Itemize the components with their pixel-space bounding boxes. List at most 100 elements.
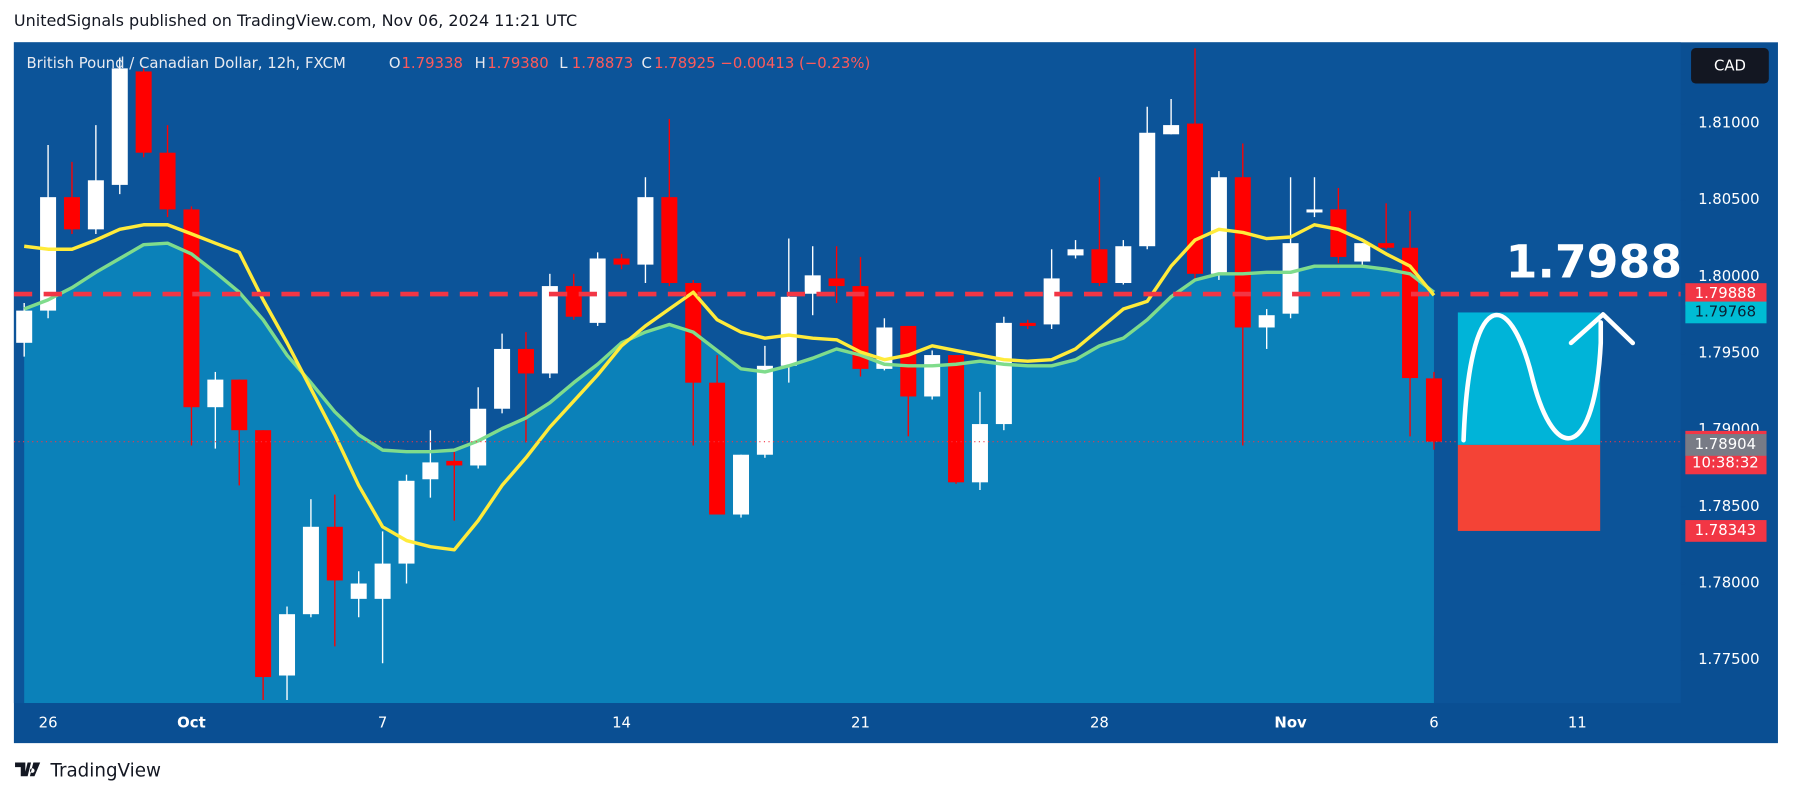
x-tick-label: 11	[1568, 714, 1587, 732]
candle-body	[1091, 249, 1108, 284]
symbol-legend: British Pound / Canadian Dollar, 12h, FX…	[26, 54, 870, 72]
ohlc-key: C	[642, 54, 652, 72]
annotation-text: 1.7988	[1506, 236, 1682, 289]
candle-body	[207, 379, 224, 408]
y-tick-label: 1.78000	[1698, 574, 1759, 592]
candle-body	[494, 348, 511, 409]
ohlc-key: H	[475, 54, 486, 72]
overlay: 1.7988 26 Oct 7 14 21 28 Nov 6 11 1.81000 1.80500 1.…	[39, 114, 1767, 732]
candle-body	[1067, 249, 1084, 256]
candle-body	[1378, 243, 1395, 248]
ohlc-value: 1.78873	[572, 54, 633, 72]
candle-body	[900, 325, 917, 397]
candle-body	[1425, 378, 1442, 442]
price-label-box	[1685, 283, 1767, 305]
candle-body	[1043, 278, 1060, 325]
plot-area	[13, 48, 1681, 704]
candle-body	[780, 296, 797, 366]
candle-body	[231, 379, 248, 431]
x-tick-label: 21	[851, 714, 870, 732]
logo-mark	[15, 762, 41, 777]
y-tick-label: 1.79500	[1698, 344, 1759, 362]
candle-body	[637, 197, 654, 265]
x-tick-label: 7	[378, 714, 387, 732]
countdown-label: 10:38:32	[1692, 453, 1759, 471]
candle-body	[63, 197, 80, 230]
candle-body	[517, 348, 534, 374]
candle-body	[804, 275, 821, 294]
candle-body	[613, 258, 630, 265]
position-profit	[1457, 312, 1601, 445]
price-label: 1.79888	[1695, 284, 1756, 302]
candle-body	[1210, 177, 1227, 274]
price-label: 1.78904	[1695, 435, 1756, 453]
price-label-box	[1685, 301, 1767, 324]
candle-body	[302, 526, 319, 615]
y-tick-label: 1.78500	[1698, 497, 1759, 515]
ohlc-value: 1.78925	[654, 54, 715, 72]
candle-body	[661, 197, 678, 284]
candle-body	[87, 180, 104, 230]
candle-body	[255, 430, 272, 678]
candle-body	[326, 526, 343, 581]
candle-body	[1139, 132, 1156, 247]
x-tick-label: 6	[1429, 714, 1438, 732]
x-tick-label: 14	[612, 714, 631, 732]
y-tick-label: 1.81000	[1698, 114, 1759, 132]
candle-body	[1258, 315, 1275, 328]
candle-body	[1234, 177, 1251, 328]
price-label-box	[1685, 520, 1767, 542]
candle-body	[1282, 243, 1299, 314]
x-tick-label: Oct	[177, 714, 206, 732]
tradingview-logo	[15, 762, 41, 777]
candle-body	[541, 286, 558, 374]
position-loss	[1457, 444, 1601, 531]
candle-body	[709, 382, 726, 515]
candle-body	[40, 197, 57, 311]
brand-name: TradingView	[49, 761, 161, 782]
x-tick-label: Nov	[1274, 714, 1307, 732]
indicator-line	[23, 241, 1435, 454]
candle-body	[971, 424, 988, 483]
x-tick-label: 28	[1090, 714, 1109, 732]
candle-body	[16, 310, 33, 343]
candle-body	[1163, 125, 1180, 135]
candle-body	[995, 322, 1012, 425]
currency-button[interactable]	[1691, 48, 1769, 84]
candle-body	[733, 454, 750, 515]
candle-body	[446, 460, 463, 466]
candle-body	[565, 286, 582, 317]
candle-body	[279, 614, 296, 676]
candle-body	[374, 563, 391, 599]
currency-label[interactable]: CAD	[1714, 56, 1746, 74]
candle-body	[1354, 243, 1371, 262]
candle-body	[589, 258, 606, 323]
price-label: 1.78343	[1695, 521, 1756, 539]
ohlc-value: 1.79380	[487, 54, 548, 72]
candle-body	[1402, 247, 1419, 379]
candle-body	[470, 408, 487, 466]
candle-body	[924, 355, 941, 397]
candle-body	[948, 355, 965, 483]
x-tick-label: 26	[39, 714, 58, 732]
candle-body	[1330, 209, 1347, 257]
price-label-box	[1685, 434, 1767, 456]
change-value: −0.00413 (−0.23%)	[720, 54, 870, 72]
candle-body	[183, 209, 200, 408]
candle-body	[111, 68, 128, 185]
candle-body	[1187, 123, 1204, 274]
candle-body	[756, 365, 773, 455]
symbol-title: British Pound / Canadian Dollar, 12h, FX…	[26, 54, 345, 72]
candle-body	[422, 462, 439, 480]
y-tick-label: 1.77500	[1698, 650, 1759, 668]
y-tick-label: 1.80500	[1698, 190, 1759, 208]
price-label: 1.79768	[1695, 302, 1756, 320]
drawn-arrow	[1461, 312, 1636, 443]
publish-header: UnitedSignals published on TradingView.c…	[14, 11, 577, 30]
candle-body	[159, 152, 176, 210]
ohlc-value: 1.79338	[401, 54, 462, 72]
candle-body	[828, 278, 845, 287]
candle-body	[1115, 246, 1132, 284]
y-tick-label: 1.80000	[1698, 267, 1759, 285]
